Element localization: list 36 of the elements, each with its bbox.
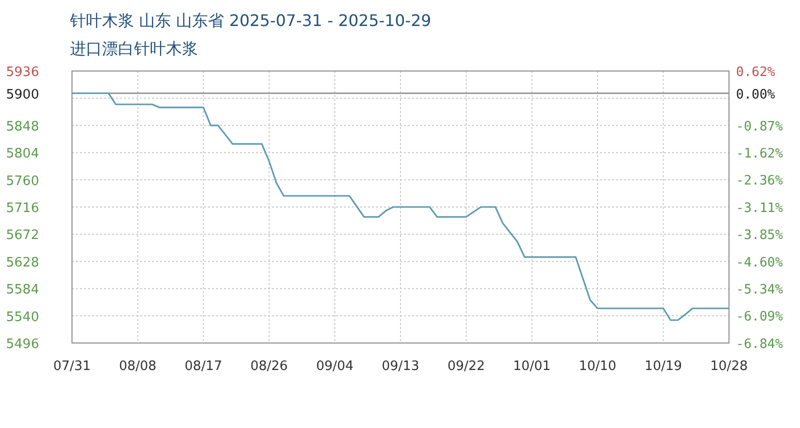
- y2-tick-label: -4.60%: [736, 255, 784, 270]
- y2-tick-label: -3.85%: [736, 228, 784, 243]
- x-tick-label: 10/01: [513, 359, 551, 374]
- chart-subtitle: 进口漂白针叶木浆: [70, 39, 198, 58]
- line-series: [71, 92, 730, 321]
- y-tick-label: 5804: [6, 146, 40, 162]
- y-tick-label: 5936: [6, 65, 40, 80]
- y2-tick-label: 0.62%: [736, 65, 776, 80]
- y-tick-label: 5760: [6, 174, 40, 189]
- y2-tick-label: -3.11%: [736, 201, 784, 216]
- x-tick-label: 09/22: [447, 359, 485, 374]
- y-tick-label: 5584: [6, 282, 40, 298]
- y2-tick-label: -0.87%: [736, 119, 784, 134]
- y-tick-label: 5900: [6, 87, 40, 102]
- chart-title: 针叶木浆 山东 山东省 2025-07-31 - 2025-10-29: [69, 11, 432, 30]
- x-tick-label: 09/13: [382, 359, 420, 374]
- x-tick-label: 08/26: [250, 359, 288, 374]
- y-tick-label: 5496: [6, 337, 40, 352]
- x-tick-label: 08/17: [184, 359, 222, 374]
- y2-tick-label: -6.84%: [736, 337, 784, 352]
- y-tick-label: 5716: [6, 201, 40, 216]
- x-tick-label: 10/10: [578, 359, 616, 374]
- y-tick-label: 5848: [6, 119, 40, 134]
- x-tick-label: 07/31: [53, 359, 91, 374]
- y-tick-label: 5628: [6, 255, 40, 270]
- x-tick-label: 10/19: [644, 359, 682, 374]
- y2-tick-label: -2.36%: [736, 174, 784, 189]
- x-tick-label: 09/04: [316, 359, 354, 374]
- y-tick-label: 5540: [6, 310, 40, 325]
- x-tick-label: 10/28: [710, 359, 748, 374]
- y2-tick-label: 0.00%: [736, 88, 776, 103]
- y2-tick-label: -5.34%: [736, 282, 784, 298]
- y-tick-label: 5672: [6, 228, 40, 244]
- y2-tick-label: -6.09%: [736, 310, 784, 325]
- x-tick-label: 08/08: [118, 359, 156, 374]
- y2-tick-label: -1.62%: [736, 146, 784, 162]
